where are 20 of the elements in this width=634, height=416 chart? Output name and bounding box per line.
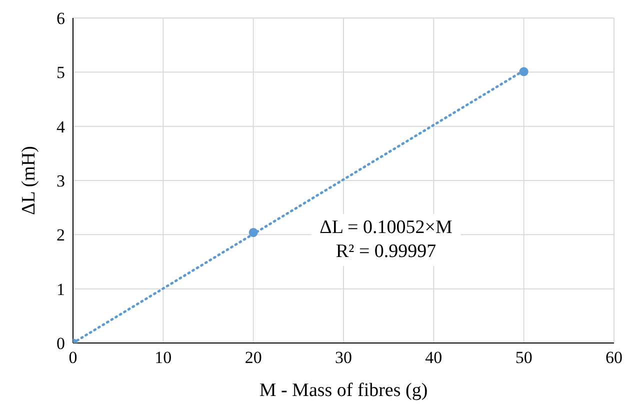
y-tick-label: 1	[56, 280, 65, 299]
y-tick-label: 2	[56, 226, 65, 245]
y-tick-label: 4	[56, 117, 66, 136]
x-tick-label: 20	[244, 348, 262, 368]
x-tick-label: 40	[425, 348, 442, 368]
x-tick-label: 50	[515, 348, 532, 368]
x-tick-label: 30	[335, 348, 352, 368]
y-tick-label: 3	[56, 172, 65, 191]
point	[248, 228, 258, 238]
x-axis-title: M - Mass of fibres (g)	[259, 380, 428, 401]
x-tick-label: 60	[606, 348, 622, 368]
y-tick-label: 5	[56, 63, 65, 82]
y-tick-label: 6	[56, 9, 65, 28]
annotation: R² = 0.99997	[334, 240, 438, 264]
point	[519, 67, 528, 76]
annotation: ΔL = 0.10052×M	[320, 216, 452, 240]
x-tick-label: 0	[68, 348, 78, 368]
y-tick-label: 0	[56, 334, 65, 354]
y-axis-title: ΔL (mH)	[18, 146, 40, 216]
x-tick-label: 10	[154, 348, 172, 368]
